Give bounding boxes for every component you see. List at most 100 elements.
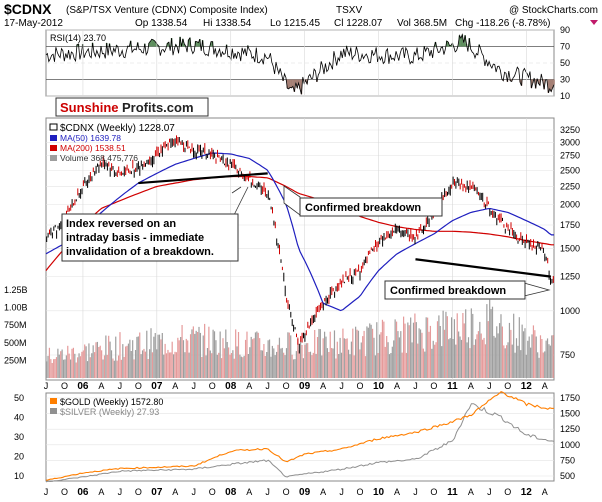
x-axis-label: A — [246, 487, 252, 497]
x-axis-label: J — [265, 487, 270, 497]
volume-bar — [260, 350, 262, 378]
volume-bar — [439, 326, 441, 378]
volume-bar — [515, 338, 518, 378]
volume-bar — [67, 345, 69, 378]
volume-bar — [201, 357, 203, 378]
x-axis-label: J — [192, 381, 197, 391]
volume-bar — [218, 352, 220, 378]
trendlines — [138, 172, 552, 278]
volume-bar — [150, 328, 152, 378]
volume-bar — [359, 349, 361, 378]
x-axis-label: O — [61, 381, 68, 391]
x-axis-label: J — [339, 381, 344, 391]
volume-bar — [226, 342, 228, 378]
volume-bar — [328, 352, 330, 378]
volume-bar — [376, 322, 378, 378]
volume-bar — [422, 348, 424, 378]
volume-bar — [247, 354, 249, 378]
volume-bar — [551, 335, 553, 378]
x-axis-label: O — [357, 487, 364, 497]
volume-bar — [47, 355, 49, 378]
volume-bar — [178, 340, 180, 378]
volume-bar — [418, 328, 420, 378]
x-axis-label: A — [320, 487, 326, 497]
volume-bar — [403, 316, 405, 378]
x-axis-label: O — [283, 381, 290, 391]
volume-bar — [276, 351, 278, 378]
volume-bar — [514, 352, 516, 378]
volume-bar — [259, 338, 261, 378]
silver-tick-label: 50 — [14, 393, 24, 403]
volume-bar — [511, 344, 513, 378]
volume-bar — [388, 354, 391, 378]
volume-bar — [136, 336, 138, 378]
volume-value: Vol 368.5M — [397, 18, 447, 29]
volume-bar — [232, 350, 234, 378]
volume-bar — [134, 350, 137, 378]
volume-bar — [181, 325, 183, 378]
x-axis-label: A — [172, 381, 178, 391]
volume-bar — [244, 339, 247, 378]
volume-bar — [93, 352, 96, 378]
volume-bar — [429, 325, 432, 378]
volume-bar — [143, 348, 145, 378]
volume-bar — [174, 351, 176, 378]
volume-bar — [441, 346, 443, 378]
price-tick-label: 1750 — [560, 220, 580, 230]
watermark: @ StockCharts.com — [509, 5, 598, 16]
volume-bar — [295, 351, 297, 378]
volume-bar — [277, 344, 279, 378]
change-value: Chg -118.26 (-8.78%) — [455, 18, 550, 29]
volume-bar — [273, 348, 275, 378]
volume-bar — [415, 322, 417, 378]
volume-bar — [532, 325, 535, 378]
volume-bar — [55, 357, 58, 378]
x-axis-label: O — [357, 381, 364, 391]
volume-bar — [329, 331, 331, 378]
annotation-breakdown-1: Confirmed breakdown — [283, 185, 443, 217]
volume-bar — [305, 343, 307, 378]
volume-bar — [132, 340, 134, 378]
volume-bar — [185, 338, 187, 378]
volume-bar — [160, 339, 162, 378]
volume-bar — [446, 316, 448, 378]
volume-bar — [483, 337, 485, 378]
x-axis-label: O — [504, 381, 511, 391]
volume-bar — [151, 352, 154, 378]
volume-bar — [421, 332, 423, 378]
gold-tick-label: 1500 — [560, 409, 580, 419]
breakdown1-box — [299, 197, 443, 217]
volume-bar — [443, 329, 446, 378]
volume-bar — [229, 354, 231, 378]
metals-right-ticks: 1750 1500 1250 1000 750 500 — [560, 393, 580, 481]
volume-bar — [436, 321, 439, 378]
volume-bar — [285, 348, 288, 378]
volume-bar — [199, 332, 202, 378]
volume-bar — [108, 335, 110, 378]
volume-bar — [377, 353, 379, 378]
price-tick-label: 750 — [560, 350, 575, 360]
annotation-breakdown-2: Confirmed breakdown — [384, 280, 551, 300]
volume-bar — [355, 326, 357, 378]
volume-bar — [316, 337, 319, 378]
volume-bar — [123, 356, 125, 378]
volume-bar — [496, 326, 498, 378]
volume-bar — [414, 313, 416, 378]
volume-bar — [373, 337, 375, 378]
volume-bar — [191, 329, 193, 378]
volume-bar — [465, 309, 467, 378]
x-axis-label: O — [135, 381, 142, 391]
volume-bar — [331, 348, 333, 378]
volume-bar — [62, 359, 65, 378]
volume-bar — [287, 332, 289, 378]
volume-bar — [154, 333, 156, 378]
volume-bar — [322, 338, 324, 378]
volume-bar — [125, 346, 127, 378]
volume-bar — [323, 331, 326, 378]
volume-bar — [129, 339, 131, 378]
volume-bar — [167, 349, 169, 378]
volume-bar — [225, 329, 227, 378]
rsi-tick-label: 90 — [560, 25, 570, 35]
volume-bar — [261, 350, 264, 378]
volume-bar — [309, 351, 312, 378]
